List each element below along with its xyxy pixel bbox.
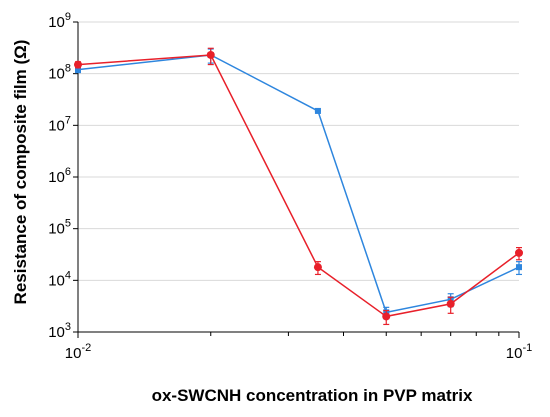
series-1: [75, 48, 522, 320]
data-point: [382, 312, 391, 321]
series-line: [77, 54, 520, 314]
data-point: [314, 107, 321, 114]
data-point: [206, 50, 215, 59]
grid: [78, 21, 519, 281]
data-point: [74, 60, 82, 69]
y-tick-label: 107: [48, 114, 71, 134]
data-point: [313, 263, 322, 272]
series: [74, 47, 523, 326]
y-tick-label: 104: [48, 269, 71, 289]
y-tick-label: 103: [48, 321, 71, 341]
x-axis-title: ox-SWCNH concentration in PVP matrix: [152, 386, 473, 405]
data-point: [75, 66, 81, 73]
y-tick-label: 105: [48, 218, 71, 238]
data-point: [515, 248, 523, 257]
tick-labels: 103 104 105 106 107 108 109 10-2 10-1: [48, 11, 532, 362]
y-tick-label: 106: [48, 166, 71, 186]
y-tick-label: 108: [48, 63, 71, 83]
series-line: [77, 54, 520, 318]
data-point: [516, 264, 522, 271]
x-tick-label: 10-2: [65, 342, 91, 362]
x-tick-label: 10-1: [506, 342, 532, 362]
series-2: [74, 47, 523, 326]
y-axis-title: Resistance of composite film (Ω): [11, 40, 30, 305]
data-point: [446, 299, 455, 308]
y-tick-label: 109: [48, 11, 71, 31]
axes: [73, 21, 520, 338]
